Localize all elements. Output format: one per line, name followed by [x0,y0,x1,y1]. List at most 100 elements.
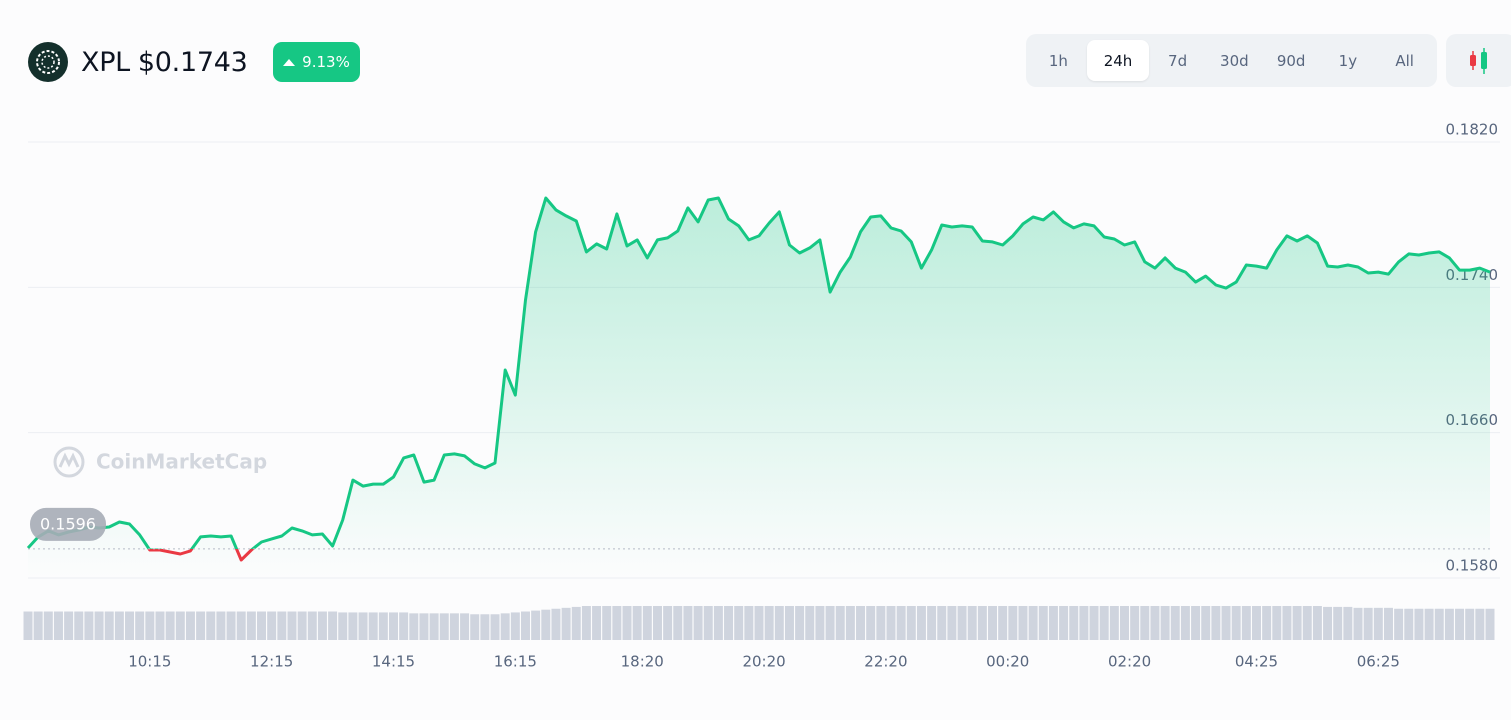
volume-bar [1079,606,1089,640]
volume-bar [1160,606,1170,640]
range-button[interactable]: 1h [1048,51,1068,70]
range-button[interactable]: 24h [1086,40,1150,81]
volume-bar [724,606,734,640]
volume-bar [856,606,866,640]
volume-bar [429,613,439,640]
volume-bar [328,611,338,640]
volume-bar [1414,608,1424,640]
volume-bar [64,611,74,640]
volume-bar [1485,608,1495,640]
reference-pill [30,507,106,541]
x-tick-label: 22:20 [864,653,907,671]
x-tick-label: 12:15 [250,653,293,671]
y-tick-label: 0.1820 [1446,121,1499,139]
volume-bar [1089,606,1099,640]
volume-bar [1150,606,1160,640]
volume-bar [348,612,358,640]
volume-bar [389,612,398,640]
volume-bar [74,611,84,640]
volume-bar [490,614,500,640]
volume-bar [642,606,652,640]
volume-bar [531,610,541,640]
volume-bar [1099,606,1109,640]
volume-bar [94,611,104,640]
volume-bar [236,611,246,640]
volume-bar [784,606,794,640]
range-button[interactable]: 30d [1220,51,1249,70]
volume-bar [439,613,449,640]
volume-bar [1434,608,1444,640]
range-button[interactable]: 90d [1276,51,1306,70]
price: $0.1743 [137,46,248,78]
volume-bar [470,614,480,640]
x-tick-label: 04:25 [1235,653,1278,671]
volume-bar [1363,607,1373,640]
volume-bar [196,611,206,640]
volume-bar [1211,606,1221,640]
volume-bar [1201,606,1211,640]
volume-bar [612,606,622,640]
volume-bar [1302,606,1312,640]
volume-bar [1180,606,1190,640]
volume-bar [1130,606,1140,640]
volume-bar [998,606,1008,640]
volume-bar [500,613,510,640]
volume-bar [155,611,165,640]
volume-bar [561,607,571,640]
volume-bar [338,612,348,640]
volume-bar [937,606,947,640]
volume-bar [693,606,703,640]
volume-bar [1059,606,1069,640]
volume-bar [754,606,764,640]
volume-bar [1383,607,1393,640]
volume-bar [1038,606,1048,640]
volume-bar [1018,606,1028,640]
volume-bar [23,611,33,640]
volume-bar [1323,606,1333,640]
volume-bar [226,611,236,640]
volume-bar [947,606,957,640]
volume-bar [1282,606,1292,640]
volume-bar [1424,608,1434,640]
volume-bar [43,611,53,640]
volume-bar [1465,608,1475,640]
volume-bar [358,612,368,640]
volume-bar [1241,606,1251,640]
volume-bar [277,611,287,640]
volume-bar [1444,608,1454,640]
volume-bar [703,606,713,640]
volume-bar [652,606,662,640]
range-button[interactable]: 7d [1168,51,1188,70]
header: XPL $0.1743 [27,40,248,84]
symbol: XPL [81,46,130,78]
range-selector: 1h 24h 7d 30d 90d 1y All [1026,34,1437,87]
x-tick-label: 20:20 [742,653,785,671]
volume-bar [287,611,297,640]
volume-bar [571,606,581,640]
volume-bar [84,611,94,640]
volume-bar [1455,608,1465,640]
volume-bar [175,611,185,640]
volume-bar [1221,606,1231,640]
price-line [26,196,1491,562]
volume-bar [1109,606,1119,640]
volume-bar [216,611,226,640]
volume-bar [1353,607,1363,640]
volume-bar [1404,608,1414,640]
volume-bar [876,606,886,640]
volume-bar [33,611,43,640]
volume-bar [1343,606,1353,640]
volume-bar [297,611,307,640]
candle-toggle[interactable] [1446,34,1511,87]
volume-bar [764,606,774,640]
range-button[interactable]: All [1395,51,1414,70]
volume-bar [1373,607,1383,640]
range-button[interactable]: 1y [1338,51,1358,70]
volume-bar [1394,608,1404,640]
volume-bar [744,606,754,640]
volume-bar [1262,606,1272,640]
volume-bar [206,611,216,640]
volume-bar [135,611,145,640]
volume-bar [541,609,551,640]
